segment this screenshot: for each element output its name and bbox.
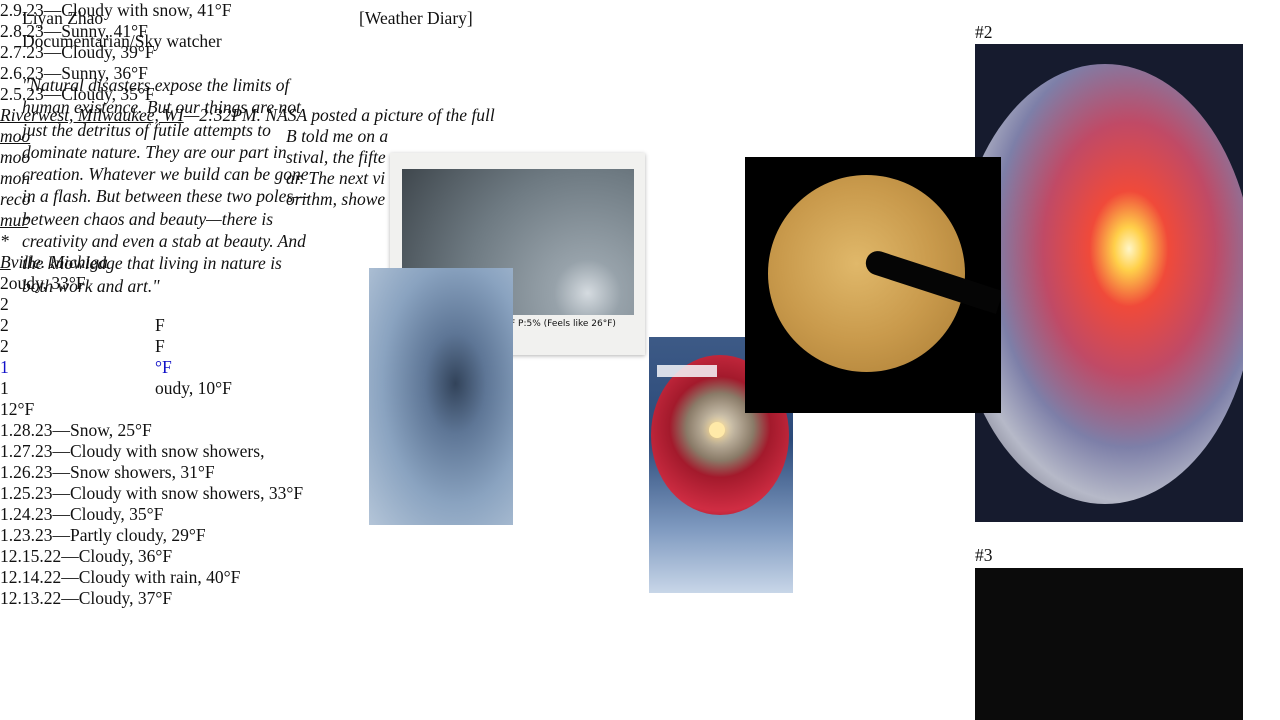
diary-line: 12.15.22—Cloudy, 36°F [0, 546, 1280, 567]
diary-text: F [155, 336, 165, 356]
diary-line: 1.26.23—Snow showers, 31°F [0, 462, 1280, 483]
diary-text: 1.26.23—Snow showers, 31°F [0, 462, 215, 482]
diary-text[interactable]: 1 [0, 357, 9, 377]
diary-text: 2.8.23—Sunny, 41°F [0, 21, 148, 41]
polaroid-caption: F P:5% (Feels like 26°F) [510, 319, 616, 329]
diary-text: mur [0, 210, 29, 230]
diary-text: ar. The next vi [286, 168, 386, 188]
diary-text: 2.7.23—Cloudy, 39°F [0, 42, 155, 62]
diary-text: 2 [0, 336, 9, 356]
quote-line: between chaos and beauty—there is [22, 208, 274, 229]
quote-line: creativity and even a stab at beauty. An… [22, 231, 306, 252]
quote-line: dominate nature. They are our part in [22, 141, 287, 162]
diary-line: 12.13.22—Cloudy, 37°F [0, 588, 1280, 609]
diary-text: * [0, 231, 9, 251]
diary-text: mon [0, 168, 31, 188]
diary-text: 12.14.22—Cloudy with rain, 40°F [0, 567, 241, 587]
moon-photo [745, 157, 1001, 413]
diary-line: 2.8.23—Sunny, 41°F [0, 21, 1280, 42]
diary-text: 1.27.23—Cloudy with snow showers, [0, 441, 265, 461]
quote-line: in a flash. But between these two poles— [22, 186, 309, 207]
quote-line: "Natural disasters expose the limits of [22, 75, 290, 95]
image-label: #3 [975, 545, 993, 565]
diary-text: Riverwest, Milwaukee, WI [0, 105, 184, 125]
diary-text: 12.13.22—Cloudy, 37°F [0, 588, 173, 608]
diary-line: Riverwest, Milwaukee, WI—2:32PM. NASA po… [0, 105, 1280, 126]
diary-line: moo stival, the fifte [0, 147, 1280, 168]
cloud-photo [369, 268, 513, 525]
diary-text: 2 [0, 315, 9, 335]
diary-line: 1.24.23—Cloudy, 35°F [0, 504, 1280, 525]
sun [709, 422, 725, 438]
diary-line: 2.9.23—Cloudy with snow, 41°F [0, 0, 1280, 21]
diary-text: 1 [0, 399, 9, 419]
diary-text: 2°F [8, 399, 35, 419]
diary-line: Bville. Michiga [0, 252, 1280, 273]
quote-line: creation. Whatever we build can be gone [22, 164, 309, 185]
diary-text: oudy, 33°F [8, 273, 86, 293]
diary-line: 1.25.23—Cloudy with snow showers, 33°F [0, 483, 1280, 504]
diary-text: 1.24.23—Cloudy, 35°F [0, 504, 164, 524]
diary-text[interactable]: °F [155, 357, 172, 377]
author-role: Documentarian/Sky watcher [22, 31, 222, 51]
diary-text: 2.5.23—Cloudy, 35°F [0, 84, 155, 104]
diary-line: mon ar. The next vi [0, 168, 1280, 189]
image-label: #2 [975, 22, 993, 42]
diary-line: * [0, 231, 1280, 252]
diary-line: 2.6.23—Sunny, 36°F [0, 63, 1280, 84]
profile: Liyan Zhao Documentarian/Sky watcher [22, 7, 222, 53]
diary-text: 1 [0, 378, 9, 398]
diary-text: 1.23.23—Partly cloudy, 29°F [0, 525, 206, 545]
diary-text: orithm, showe [286, 189, 386, 209]
quote-line: both work and art." [22, 275, 160, 296]
quote-line: the knowledge that living in nature is [22, 253, 282, 274]
diary-line: 1.23.23—Partly cloudy, 29°F [0, 525, 1280, 546]
diary-text: —2:32PM. NASA posted a picture of the fu… [183, 105, 495, 125]
diary-text: stival, the fifte [286, 147, 386, 167]
quote-line: human existence. But our things are not [22, 97, 301, 118]
diary-text: F [155, 315, 165, 335]
diary-text: 2.6.23—Sunny, 36°F [0, 63, 148, 83]
author-name: Liyan Zhao [22, 8, 104, 28]
diary-line: 2.7.23—Cloudy, 39°F [0, 42, 1280, 63]
diary-text: reco [0, 189, 31, 209]
diary-line: mur [0, 210, 1280, 231]
diary-line[interactable]: 1 °F [0, 357, 1280, 378]
diary-text: 1.28.23—Snow, 25°F [0, 420, 152, 440]
dark-photo [975, 568, 1243, 720]
diary-line: moo B told me on a [0, 126, 1280, 147]
diary-line: 2oudy, 33°F [0, 273, 1280, 294]
diary-text: 2 [0, 273, 9, 293]
diary-text: ville. Michiga [10, 252, 108, 272]
diary-text: 2 [0, 294, 9, 314]
diary-line: 2.5.23—Cloudy, 35°F [0, 84, 1280, 105]
diary-text: 1.25.23—Cloudy with snow showers, 33°F [0, 483, 304, 503]
diary-line: 12.14.22—Cloudy with rain, 40°F [0, 567, 1280, 588]
diary-line: 1.27.23—Cloudy with snow showers, [0, 441, 1280, 462]
diary-text: 12.15.22—Cloudy, 36°F [0, 546, 173, 566]
sunset-photo [975, 44, 1243, 522]
diary-line: 1.28.23—Snow, 25°F [0, 420, 1280, 441]
diary-heading: [Weather Diary] [359, 8, 473, 28]
diary-text: oudy, 10°F [155, 378, 232, 398]
diary-line: 1 oudy, 10°F [0, 378, 1280, 399]
diary-line: reco orithm, showe [0, 189, 1280, 210]
lens [975, 64, 1243, 504]
overlay-tag [657, 365, 717, 377]
quote: "Natural disasters expose the limits of h… [22, 74, 309, 297]
diary-text: B [0, 252, 11, 272]
diary-line: 12°F [0, 399, 1280, 420]
diary-text: 2.9.23—Cloudy with snow, 41°F [0, 0, 232, 20]
diary-text: B told me on a [286, 126, 389, 146]
diary-line: 2 [0, 294, 1280, 315]
diary-text: moo [0, 147, 31, 167]
diary-text: moo [0, 126, 31, 146]
quote-line: just the detritus of futile attempts to [22, 119, 271, 140]
